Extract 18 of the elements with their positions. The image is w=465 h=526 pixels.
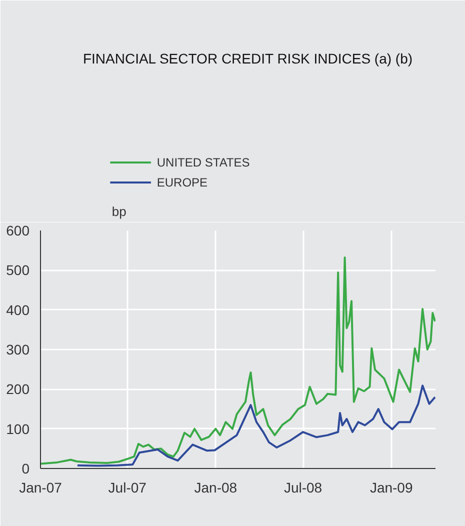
x-tick-label: Jul-07 — [108, 480, 147, 496]
chart-title: FINANCIAL SECTOR CREDIT RISK INDICES (a) (b) — [82, 50, 413, 66]
y-tick-label: 400 — [6, 302, 30, 318]
y-tick-label: 0 — [22, 460, 30, 476]
x-tick-label: Jan-08 — [194, 480, 238, 496]
y-tick-label: 600 — [6, 222, 30, 238]
legend-label: UNITED STATES — [156, 156, 250, 170]
x-tick-label: Jan-09 — [370, 480, 413, 496]
line-series — [76, 384, 436, 467]
y-tick-label: 300 — [6, 342, 30, 358]
legend-label: EUROPE — [156, 176, 208, 190]
line-series — [40, 256, 436, 465]
x-tick-label: Jan-07 — [19, 480, 62, 496]
y-tick-label: 200 — [6, 381, 30, 398]
y-axis-title: bp — [112, 204, 126, 219]
x-tick-label: Jul-08 — [284, 480, 322, 496]
y-tick-label: 500 — [6, 262, 30, 278]
y-tick-label: 100 — [6, 420, 30, 437]
